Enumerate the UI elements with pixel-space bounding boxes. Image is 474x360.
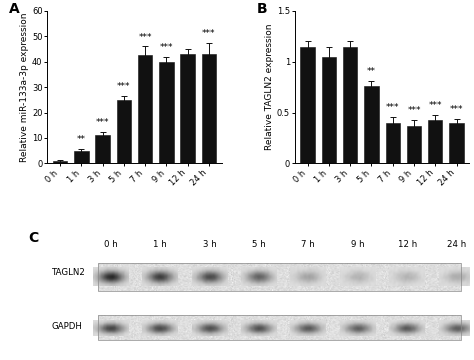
- Text: ***: ***: [386, 103, 400, 112]
- Bar: [95, 135, 110, 163]
- Text: 7 h: 7 h: [301, 240, 315, 249]
- Bar: [407, 126, 421, 163]
- Bar: [53, 161, 67, 163]
- Text: 5 h: 5 h: [252, 240, 266, 249]
- Text: ***: ***: [160, 43, 173, 52]
- Bar: [159, 62, 173, 163]
- Text: ***: ***: [202, 29, 216, 38]
- Y-axis label: Relative miR-133a-3p expression: Relative miR-133a-3p expression: [20, 12, 29, 162]
- Text: A: A: [9, 2, 20, 15]
- Text: ***: ***: [117, 82, 131, 91]
- Y-axis label: Relative TAGLN2 expression: Relative TAGLN2 expression: [265, 24, 274, 150]
- Bar: [202, 54, 216, 163]
- Bar: [385, 123, 400, 163]
- Text: **: **: [77, 135, 86, 144]
- Text: TAGLN2: TAGLN2: [52, 268, 85, 277]
- Bar: [343, 48, 357, 163]
- Bar: [117, 100, 131, 163]
- Bar: [428, 120, 442, 163]
- Bar: [74, 151, 89, 163]
- Text: 24 h: 24 h: [447, 240, 466, 249]
- Text: 9 h: 9 h: [351, 240, 365, 249]
- Text: B: B: [256, 2, 267, 15]
- Bar: [364, 86, 379, 163]
- Bar: [449, 123, 464, 163]
- Text: GAPDH: GAPDH: [52, 322, 82, 331]
- Text: C: C: [28, 231, 39, 245]
- Text: ***: ***: [138, 33, 152, 42]
- Text: 3 h: 3 h: [203, 240, 217, 249]
- Text: ***: ***: [428, 101, 442, 110]
- Bar: [98, 264, 461, 291]
- Text: **: **: [367, 67, 376, 76]
- Bar: [98, 315, 461, 340]
- Text: ***: ***: [450, 105, 463, 114]
- Text: ***: ***: [407, 106, 421, 115]
- Text: 1 h: 1 h: [153, 240, 167, 249]
- Bar: [301, 48, 315, 163]
- Bar: [138, 55, 153, 163]
- Text: ***: ***: [96, 118, 109, 127]
- Bar: [322, 57, 336, 163]
- Text: 0 h: 0 h: [104, 240, 118, 249]
- Text: 12 h: 12 h: [398, 240, 417, 249]
- Bar: [181, 54, 195, 163]
